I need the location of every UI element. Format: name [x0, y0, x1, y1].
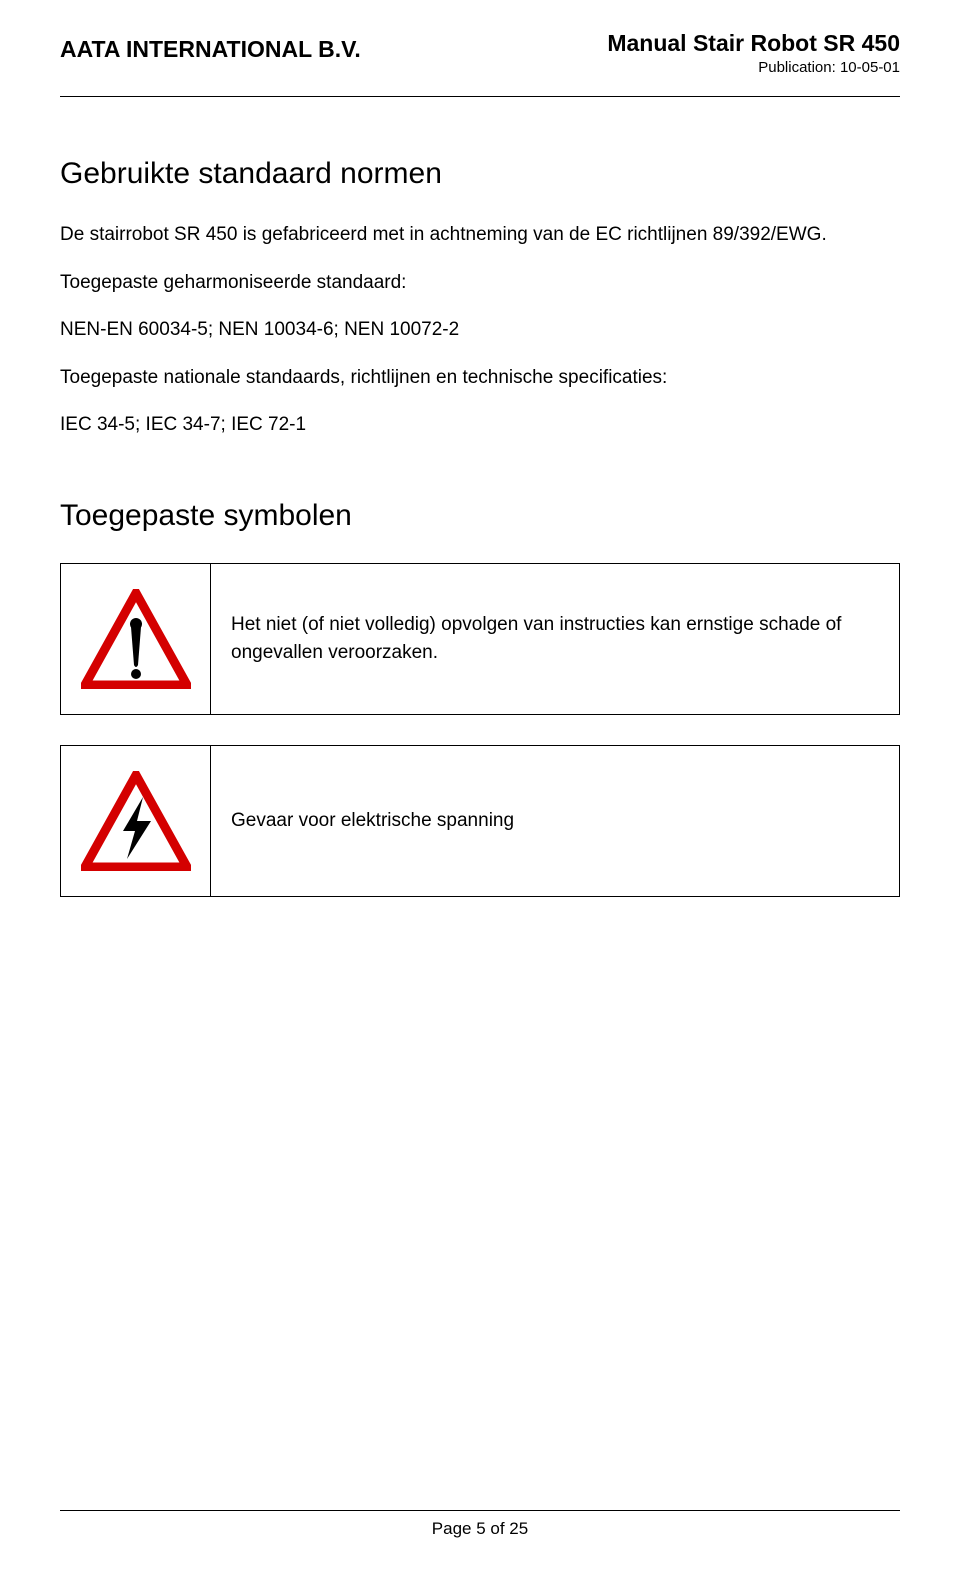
electrical-hazard-icon: [81, 771, 191, 871]
paragraph: Toegepaste geharmoniseerde standaard:: [60, 269, 900, 297]
document-title: Manual Stair Robot SR 450: [607, 30, 900, 57]
section-title-symbols: Toegepaste symbolen: [60, 499, 900, 533]
symbol-text: Gevaar voor elektrische spanning: [211, 746, 899, 896]
page-number: Page 5 of 25: [432, 1519, 528, 1538]
paragraph: NEN-EN 60034-5; NEN 10034-6; NEN 10072-2: [60, 316, 900, 344]
page-container: AATA INTERNATIONAL B.V. Manual Stair Rob…: [0, 0, 960, 1579]
symbol-icon-cell: [61, 746, 211, 896]
header-right: Manual Stair Robot SR 450 Publication: 1…: [607, 30, 900, 76]
symbol-row: Gevaar voor elektrische spanning: [60, 745, 900, 897]
paragraph: Toegepaste nationale standaards, richtli…: [60, 364, 900, 392]
header-divider: [60, 96, 900, 97]
symbol-row: Het niet (of niet volledig) opvolgen van…: [60, 563, 900, 715]
page-header: AATA INTERNATIONAL B.V. Manual Stair Rob…: [60, 30, 900, 96]
paragraph: De stairrobot SR 450 is gefabriceerd met…: [60, 221, 900, 249]
symbol-icon-cell: [61, 564, 211, 714]
warning-exclamation-icon: [81, 589, 191, 689]
symbol-text: Het niet (of niet volledig) opvolgen van…: [211, 564, 899, 714]
section-title-standards: Gebruikte standaard normen: [60, 157, 900, 191]
company-name: AATA INTERNATIONAL B.V.: [60, 30, 361, 63]
publication-date: Publication: 10-05-01: [607, 59, 900, 76]
paragraph: IEC 34-5; IEC 34-7; IEC 72-1: [60, 411, 900, 439]
page-footer: Page 5 of 25: [60, 1510, 900, 1539]
